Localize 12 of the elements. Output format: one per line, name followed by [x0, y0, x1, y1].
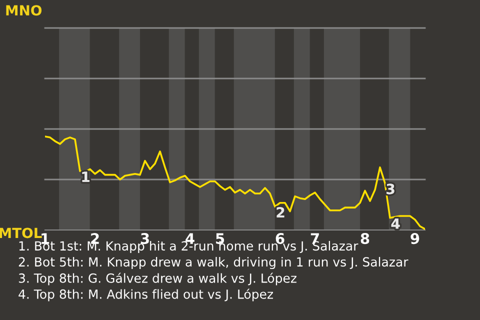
- text: MTOL: [0, 228, 42, 238]
- annotation: 4: [391, 218, 400, 229]
- text: 2. Bot 5th: M. Knapp drew a walk, driving in 1 run vs J. Salazar: [18, 256, 408, 270]
- x-tick-label: 6: [276, 233, 284, 244]
- annotation: 3: [386, 184, 394, 194]
- x-tick-label: 9: [410, 233, 420, 244]
- x-tick-label: 8: [360, 233, 370, 244]
- ref-line-label: MNO: [6, 5, 42, 16]
- annotation: 1: [82, 172, 90, 182]
- annotation: 2: [276, 207, 284, 218]
- text: 3. Top 8th: G. Gálvez drew a walk vs J. López: [18, 272, 296, 286]
- text: 4. Top 8th: M. Adkins flied out vs J. López: [18, 288, 273, 302]
